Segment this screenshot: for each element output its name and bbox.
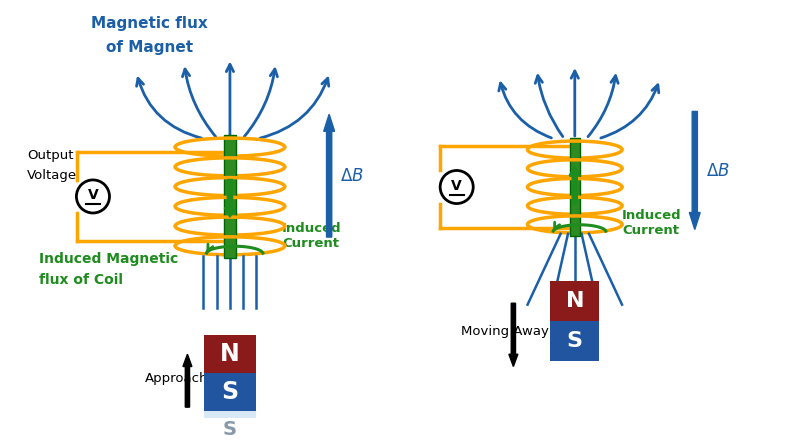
Text: Induced Magnetic: Induced Magnetic [39,252,178,266]
Text: N: N [566,291,584,312]
Text: Induced
Current: Induced Current [622,209,682,237]
Text: S: S [222,380,238,404]
FancyArrow shape [509,303,518,367]
Text: $\Delta B$: $\Delta B$ [341,167,364,185]
FancyArrow shape [324,114,334,237]
Text: of Magnet: of Magnet [106,40,193,55]
FancyArrow shape [690,111,700,230]
Text: S: S [566,331,582,351]
FancyArrow shape [569,166,581,204]
FancyArrow shape [224,180,236,217]
Text: Voltage: Voltage [27,169,77,182]
Bar [550,282,599,321]
Bar [570,138,580,236]
Text: Output: Output [27,149,74,162]
Text: Approaching: Approaching [145,372,229,385]
Bar [204,373,256,411]
Text: S: S [223,420,237,439]
Bar [550,321,599,361]
Text: flux of Coil: flux of Coil [39,273,123,287]
Text: $\Delta B$: $\Delta B$ [706,162,730,180]
Text: Induced
Current: Induced Current [282,222,342,250]
Bar [204,411,256,440]
Text: V: V [87,188,98,202]
Text: Moving Away: Moving Away [462,325,550,338]
Text: Magnetic flux: Magnetic flux [91,16,208,31]
Bar [204,335,256,373]
Bar [550,282,599,301]
FancyArrow shape [183,354,192,407]
Text: V: V [451,179,462,193]
Bar [224,135,236,258]
Text: N: N [220,342,240,366]
